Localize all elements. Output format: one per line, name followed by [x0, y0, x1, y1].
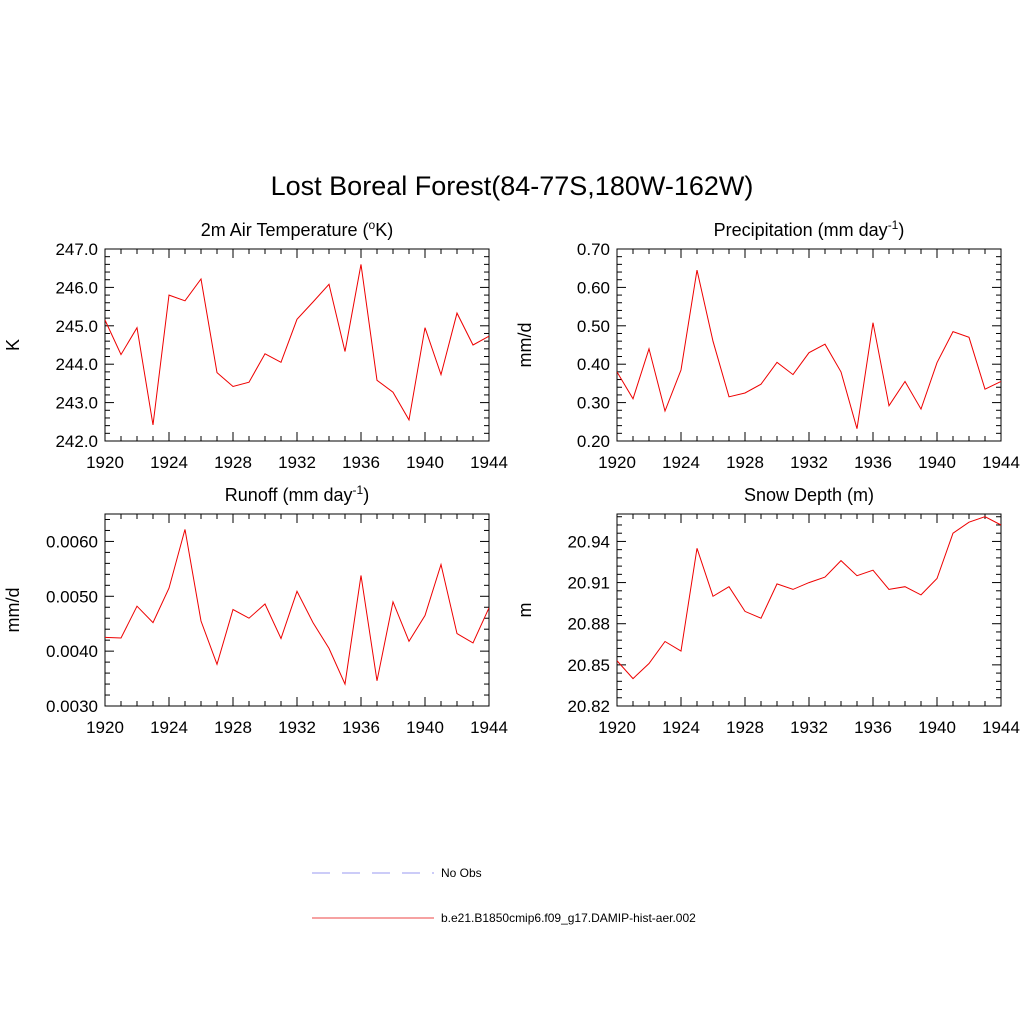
- precipitation-y-tick-label: 0.20: [577, 432, 610, 451]
- snow-depth-y-tick-label: 20.91: [567, 574, 610, 593]
- snow-depth-series-line: [617, 516, 1001, 680]
- runoff-series-line: [105, 529, 489, 686]
- air-temperature-panel-title: 2m Air Temperature (oK): [201, 218, 393, 240]
- air-temperature-y-axis-label: K: [3, 339, 23, 351]
- panel-runoff: Runoff (mm day-1) mm/d 1920 1924 1928 1932 193…: [3, 483, 508, 737]
- air-temperature-x-tick-label: 1944: [470, 453, 508, 472]
- precipitation-x-tick-label: 1924: [662, 453, 700, 472]
- air-temperature-x-tick-label: 1928: [214, 453, 252, 472]
- runoff-y-tick-label: 0.0050: [46, 587, 98, 606]
- precipitation-x-tick-label: 1920: [598, 453, 636, 472]
- legend-label-no-obs: No Obs: [441, 866, 482, 880]
- air-temperature-series-line: [105, 264, 489, 425]
- air-temperature-x-tick-label: 1920: [86, 453, 124, 472]
- runoff-panel-title: Runoff (mm day-1): [225, 483, 369, 505]
- runoff-y-tick-label: 0.0040: [46, 642, 98, 661]
- legend-label-model: b.e21.B1850cmip6.f09_g17.DAMIP-hist-aer.…: [441, 911, 696, 925]
- air-temperature-y-tick-label: 243.0: [55, 394, 98, 413]
- air-temperature-y-tick-label: 246.0: [55, 278, 98, 297]
- precipitation-plot-frame: [616, 248, 1002, 442]
- runoff-x-tick-label: 1928: [214, 718, 252, 737]
- runoff-y-tick-label: 0.0060: [46, 532, 98, 551]
- air-temperature-x-tick-label: 1932: [278, 453, 316, 472]
- precipitation-y-tick-label: 0.40: [577, 355, 610, 374]
- precipitation-y-tick-label: 0.30: [577, 394, 610, 413]
- precipitation-y-tick-label: 0.70: [577, 240, 610, 259]
- snow-depth-plot-frame: [616, 513, 1002, 707]
- precipitation-x-tick-label: 1932: [790, 453, 828, 472]
- runoff-x-tick-label: 1936: [342, 718, 380, 737]
- legend: No Obs b.e21.B1850cmip6.f09_g17.DAMIP-hi…: [312, 866, 696, 925]
- precipitation-x-tick-label: 1936: [854, 453, 892, 472]
- runoff-y-axis-label: mm/d: [3, 588, 23, 633]
- snow-depth-x-tick-label: 1924: [662, 718, 700, 737]
- snow-depth-x-tick-label: 1940: [918, 718, 956, 737]
- snow-depth-x-tick-label: 1944: [982, 718, 1020, 737]
- panel-snow-depth: Snow Depth (m) m 1920 1924 1928 1932 1936 1940 1…: [515, 485, 1020, 737]
- snow-depth-x-tick-label: 1920: [598, 718, 636, 737]
- precipitation-x-tick-label: 1940: [918, 453, 956, 472]
- runoff-y-tick-label: 0.0030: [46, 697, 98, 716]
- air-temperature-y-tick-label: 244.0: [55, 355, 98, 374]
- precipitation-x-tick-label: 1944: [982, 453, 1020, 472]
- air-temperature-y-tick-label: 245.0: [55, 317, 98, 336]
- air-temperature-y-tick-label: 242.0: [55, 432, 98, 451]
- air-temperature-x-tick-label: 1936: [342, 453, 380, 472]
- snow-depth-x-tick-label: 1932: [790, 718, 828, 737]
- precipitation-y-tick-label: 0.50: [577, 317, 610, 336]
- runoff-plot-frame: [104, 513, 490, 707]
- snow-depth-x-tick-label: 1928: [726, 718, 764, 737]
- snow-depth-y-tick-label: 20.82: [567, 697, 610, 716]
- runoff-x-tick-label: 1944: [470, 718, 508, 737]
- runoff-x-tick-label: 1924: [150, 718, 188, 737]
- precipitation-x-tick-label: 1928: [726, 453, 764, 472]
- main-title: Lost Boreal Forest(84-77S,180W-162W): [271, 171, 754, 201]
- snow-depth-y-tick-label: 20.88: [567, 615, 610, 634]
- panel-precipitation: Precipitation (mm day-1) mm/d 1920 1924 1928…: [515, 218, 1020, 472]
- precipitation-panel-title: Precipitation (mm day-1): [714, 218, 905, 240]
- precipitation-y-axis-label: mm/d: [515, 323, 535, 368]
- precipitation-y-tick-label: 0.60: [577, 278, 610, 297]
- snow-depth-x-tick-label: 1936: [854, 718, 892, 737]
- snow-depth-panel-title: Snow Depth (m): [744, 485, 874, 505]
- air-temperature-x-tick-label: 1924: [150, 453, 188, 472]
- air-temperature-y-tick-label: 247.0: [55, 240, 98, 259]
- precipitation-series-line: [617, 269, 1001, 429]
- runoff-x-tick-label: 1932: [278, 718, 316, 737]
- snow-depth-y-tick-label: 20.94: [567, 532, 610, 551]
- snow-depth-y-tick-label: 20.85: [567, 656, 610, 675]
- air-temperature-x-tick-label: 1940: [406, 453, 444, 472]
- snow-depth-y-axis-label: m: [515, 603, 535, 618]
- runoff-x-tick-label: 1920: [86, 718, 124, 737]
- panel-air-temperature: 2m Air Temperature (oK) K 1920 1924 1928 1932…: [3, 218, 508, 472]
- runoff-x-tick-label: 1940: [406, 718, 444, 737]
